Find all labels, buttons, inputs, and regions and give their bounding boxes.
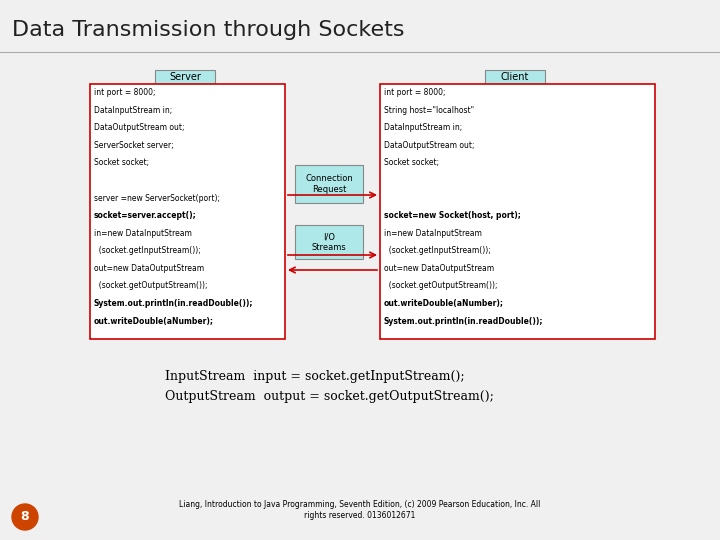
Text: Client: Client	[501, 72, 529, 82]
Text: out.writeDouble(aNumber);: out.writeDouble(aNumber);	[384, 299, 504, 308]
Text: System.out.println(in.readDouble());: System.out.println(in.readDouble());	[94, 299, 253, 308]
Text: int port = 8000;: int port = 8000;	[94, 88, 156, 97]
Text: OutputStream  output = socket.getOutputStream();: OutputStream output = socket.getOutputSt…	[165, 390, 494, 403]
Text: socket=new Socket(host, port);: socket=new Socket(host, port);	[384, 211, 521, 220]
FancyBboxPatch shape	[295, 165, 363, 203]
Text: (socket.getOutputStream());: (socket.getOutputStream());	[94, 281, 207, 291]
Text: out.writeDouble(aNumber);: out.writeDouble(aNumber);	[94, 316, 214, 326]
Text: Data Transmission through Sockets: Data Transmission through Sockets	[12, 20, 405, 40]
Text: Server: Server	[169, 72, 201, 82]
FancyBboxPatch shape	[380, 84, 655, 339]
FancyBboxPatch shape	[485, 70, 545, 84]
Circle shape	[12, 504, 38, 530]
FancyBboxPatch shape	[295, 225, 363, 259]
Text: I/O
Streams: I/O Streams	[312, 232, 346, 252]
Text: DataOutputStream out;: DataOutputStream out;	[384, 141, 474, 150]
Text: (socket.getOutputStream());: (socket.getOutputStream());	[384, 281, 498, 291]
Text: in=new DataInputStream: in=new DataInputStream	[384, 228, 482, 238]
FancyBboxPatch shape	[155, 70, 215, 84]
Text: in=new DataInputStream: in=new DataInputStream	[94, 228, 192, 238]
Text: socket=server.accept();: socket=server.accept();	[94, 211, 197, 220]
Text: Connection
Request: Connection Request	[305, 174, 353, 194]
Text: out=new DataOutputStream: out=new DataOutputStream	[94, 264, 204, 273]
Text: DataInputStream in;: DataInputStream in;	[94, 106, 172, 114]
Text: ServerSocket server;: ServerSocket server;	[94, 141, 174, 150]
Text: 8: 8	[21, 510, 30, 523]
Text: int port = 8000;: int port = 8000;	[384, 88, 446, 97]
Text: (socket.getInputStream());: (socket.getInputStream());	[384, 246, 491, 255]
Text: Socket socket;: Socket socket;	[94, 158, 149, 167]
FancyBboxPatch shape	[90, 84, 285, 339]
Text: InputStream  input = socket.getInputStream();: InputStream input = socket.getInputStrea…	[165, 370, 464, 383]
Text: System.out.println(in.readDouble());: System.out.println(in.readDouble());	[384, 316, 544, 326]
Text: DataInputStream in;: DataInputStream in;	[384, 123, 462, 132]
Text: out=new DataOutputStream: out=new DataOutputStream	[384, 264, 494, 273]
Text: String host="localhost": String host="localhost"	[384, 106, 474, 114]
Text: (socket.getInputStream());: (socket.getInputStream());	[94, 246, 201, 255]
Text: DataOutputStream out;: DataOutputStream out;	[94, 123, 184, 132]
Text: Socket socket;: Socket socket;	[384, 158, 439, 167]
Text: server =new ServerSocket(port);: server =new ServerSocket(port);	[94, 193, 220, 202]
Text: Liang, Introduction to Java Programming, Seventh Edition, (c) 2009 Pearson Educa: Liang, Introduction to Java Programming,…	[179, 500, 541, 519]
